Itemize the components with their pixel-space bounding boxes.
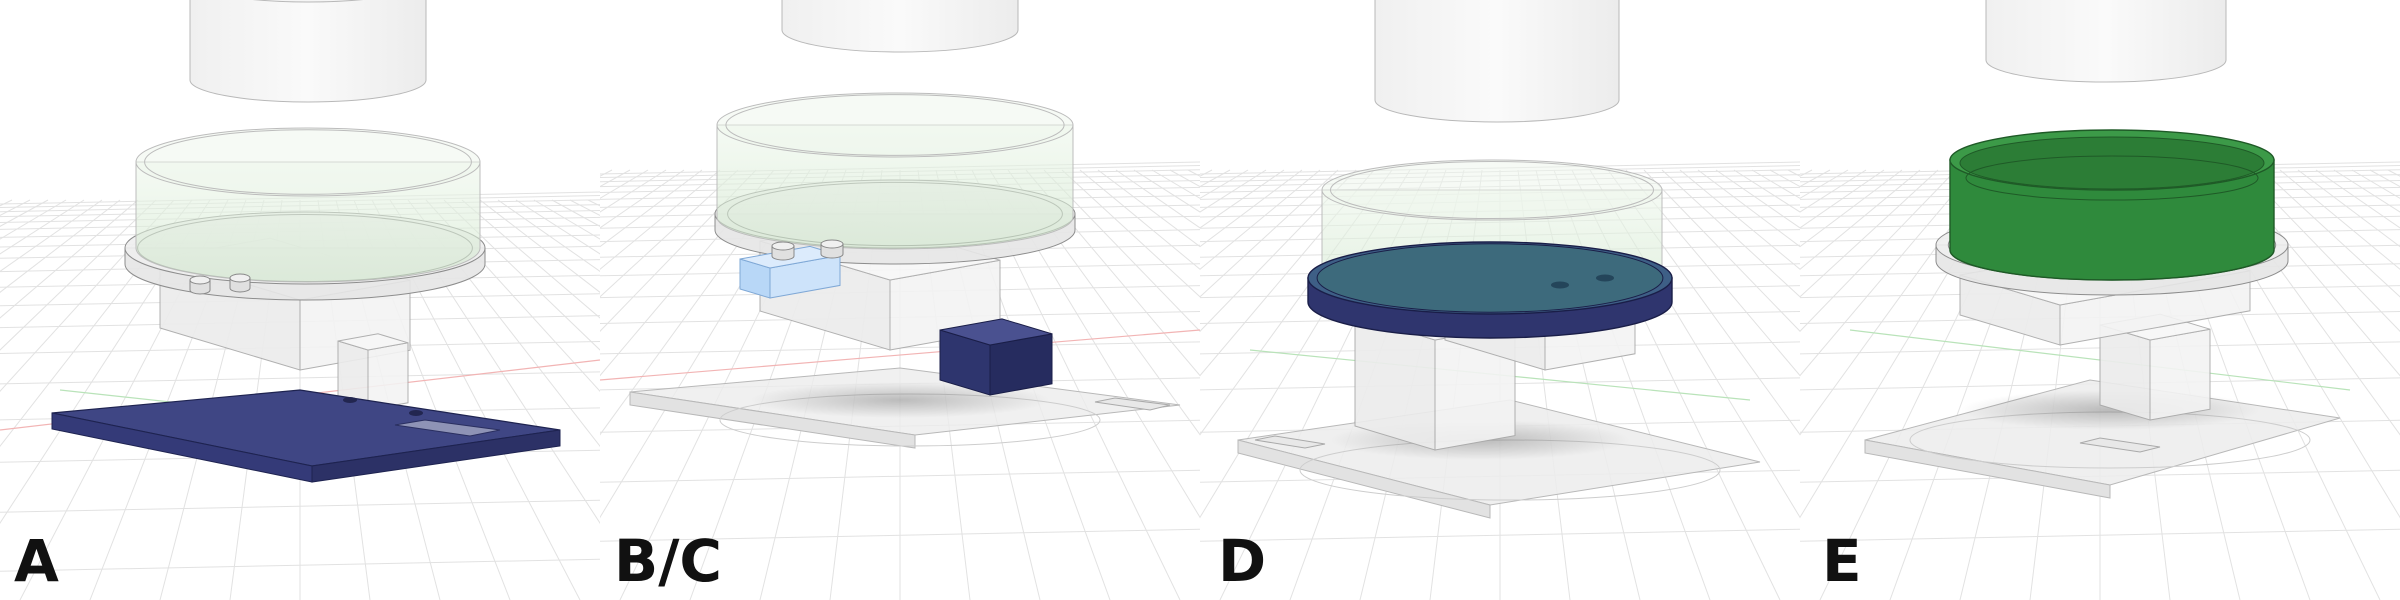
panel-a (51, 0, 561, 483)
panel-bc (629, 0, 1181, 449)
dark-blue-block (939, 318, 1053, 396)
panel-label-d: D (1218, 527, 1267, 595)
top-tube (1985, 0, 2227, 83)
panel-label-e: E (1822, 527, 1862, 595)
disc-hole-1 (1551, 281, 1569, 289)
panel-label-a: A (14, 527, 59, 595)
top-tube (781, 0, 1019, 53)
top-tube (1374, 0, 1620, 123)
disc-hole-2 (1596, 274, 1614, 282)
green-cup (1949, 129, 2275, 281)
connector (1094, 397, 1171, 411)
axis-red (599, 329, 1201, 381)
peg-0 (771, 241, 795, 261)
connector (2079, 437, 2161, 453)
peg-0 (189, 275, 211, 295)
light-blue-block (739, 245, 841, 299)
panel-d (1237, 0, 1761, 519)
ghost-base-edge (1237, 439, 1491, 519)
peg-1 (820, 239, 844, 259)
glass-cup (135, 127, 481, 283)
panel-label-bc: B/C (614, 527, 722, 595)
ghost-base-edge (1864, 439, 2111, 499)
glass-cup (716, 92, 1074, 250)
connector (1254, 435, 1326, 449)
peg-1 (229, 273, 251, 293)
ghost-base-edge (629, 391, 916, 449)
panel-e (1864, 0, 2341, 499)
top-tube (189, 0, 427, 103)
base-plate (51, 389, 561, 483)
disc-tray (1307, 241, 1673, 339)
support-leg (337, 333, 409, 411)
